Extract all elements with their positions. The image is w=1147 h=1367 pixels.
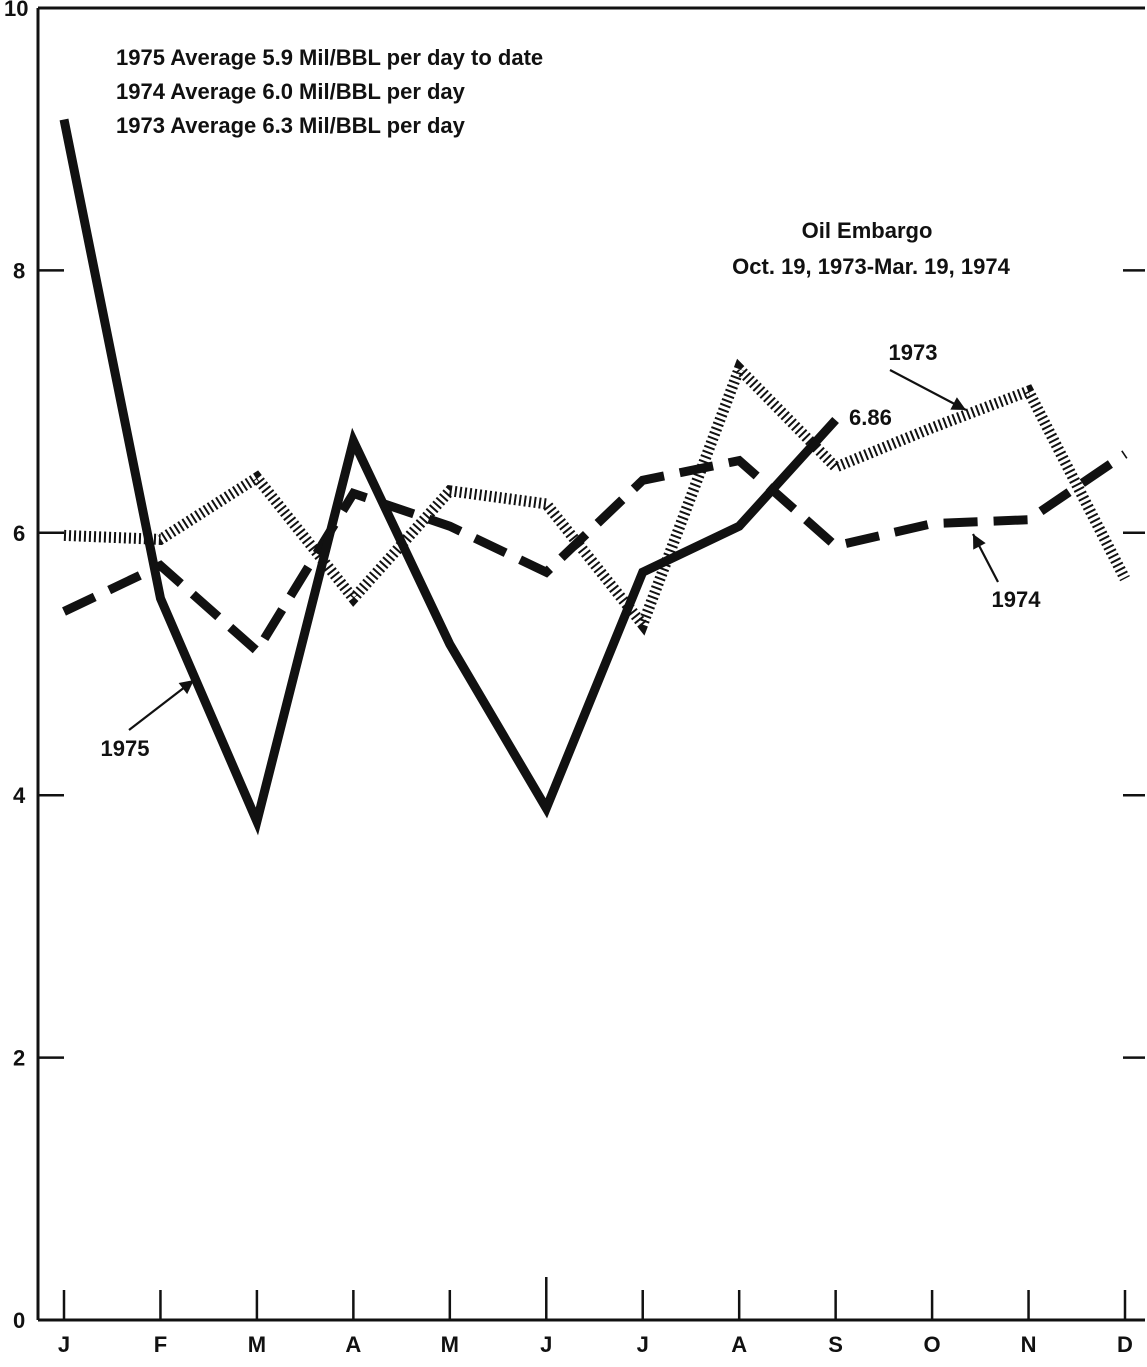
legend-note-1: 1974 Average 6.0 Mil/BBL per day	[116, 79, 466, 104]
arrow-1975-head	[179, 680, 194, 694]
y-tick-label-0: 0	[13, 1308, 25, 1333]
frame-layer	[38, 8, 1145, 1320]
label-layer: 10 8 6 4 2 0 J F M A M J J A S O N D 1975 Average 5.9 Mil/…	[4, 0, 1133, 1357]
x-tick-label-4: M	[441, 1332, 459, 1357]
x-tick-label-1: F	[154, 1332, 167, 1357]
series-label-1974: 1974	[992, 587, 1042, 612]
embargo-title: Oil Embargo	[802, 218, 933, 243]
series-line-1975	[64, 120, 836, 822]
y-tick-label-10: 10	[4, 0, 28, 21]
y-tick-label-2: 2	[13, 1046, 25, 1071]
x-tick-label-11: D	[1117, 1332, 1133, 1357]
x-tick-label-7: A	[731, 1332, 747, 1357]
x-tick-label-3: A	[345, 1332, 361, 1357]
x-tick-label-0: J	[58, 1332, 70, 1357]
x-tick-label-9: O	[924, 1332, 941, 1357]
legend-note-0: 1975 Average 5.9 Mil/BBL per day to date	[116, 45, 543, 70]
x-tick-label-8: S	[828, 1332, 843, 1357]
legend-note-2: 1973 Average 6.3 Mil/BBL per day	[116, 113, 466, 138]
y-tick-label-6: 6	[13, 521, 25, 546]
series-line-1974	[64, 454, 1125, 651]
x-tick-label-10: N	[1021, 1332, 1037, 1357]
y-tick-label-8: 8	[13, 258, 25, 283]
series-end-label-1975: 6.86	[849, 405, 892, 430]
embargo-range: Oct. 19, 1973-Mar. 19, 1974	[732, 254, 1010, 279]
series-layer	[64, 120, 1125, 822]
series-label-1973: 1973	[889, 340, 938, 365]
x-tick-label-5: J	[540, 1332, 552, 1357]
y-tick-label-4: 4	[13, 783, 26, 808]
series-line-1973	[64, 369, 1125, 625]
x-tick-label-2: M	[248, 1332, 266, 1357]
tick-layer	[38, 8, 1145, 1320]
series-label-1975: 1975	[101, 736, 150, 761]
x-tick-label-6: J	[637, 1332, 649, 1357]
